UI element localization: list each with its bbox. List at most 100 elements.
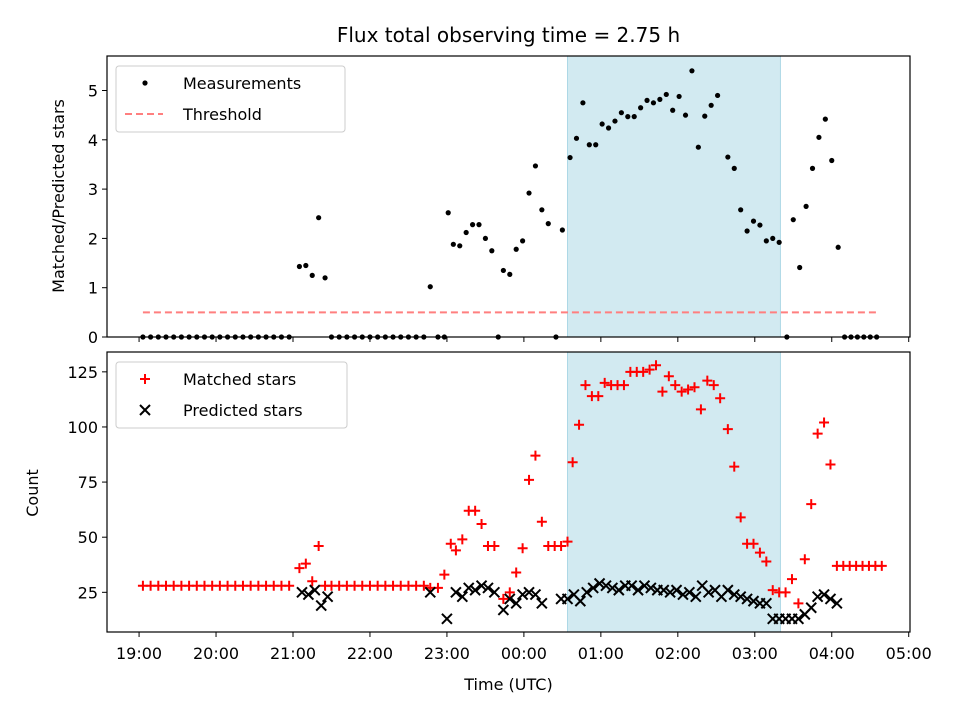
top-legend-box — [115, 65, 346, 133]
top-data-point — [507, 271, 513, 277]
bottom-data-point — [663, 371, 674, 382]
bottom-panel: 25 50 75 100 125 19:00 20:00 21:00 22:00 23:00 00:… — [67, 351, 932, 663]
top-data-point — [835, 244, 841, 250]
top-data-point — [445, 210, 451, 216]
bottom-series-2 — [296, 577, 843, 625]
bottom-data-point — [556, 541, 567, 552]
bottom-data-point — [600, 579, 612, 592]
top-data-point — [476, 222, 482, 228]
top-data-point — [545, 221, 551, 227]
top-data-point — [829, 157, 835, 164]
bottom-legend-box — [115, 361, 348, 429]
top-data-point — [822, 116, 828, 122]
top-data-point — [776, 239, 782, 245]
top-y-tick-label: 1 — [88, 279, 98, 298]
bottom-x-tick-label: 00:00 — [501, 644, 547, 663]
bottom-data-point — [812, 428, 823, 439]
top-y-tick-label: 0 — [88, 328, 98, 347]
top-data-point — [650, 100, 657, 106]
top-legend-swatch — [142, 80, 148, 86]
bottom-data-point — [805, 602, 817, 614]
bottom-data-point — [708, 380, 719, 391]
top-data-point — [663, 91, 669, 98]
top-data-point — [296, 263, 303, 270]
top-data-point — [593, 142, 599, 148]
bottom-data-point — [529, 588, 542, 601]
bottom-data-point — [581, 586, 593, 599]
bottom-data-point — [760, 597, 773, 610]
bottom-data-point — [683, 586, 696, 599]
bottom-data-point — [470, 505, 481, 516]
bottom-data-point — [683, 384, 694, 395]
bottom-data-point — [645, 582, 657, 594]
bottom-legend-swatch — [139, 404, 151, 416]
bottom-data-point — [321, 591, 334, 603]
bottom-data-point — [786, 574, 797, 585]
top-data-point — [644, 97, 650, 103]
bottom-data-point — [618, 380, 629, 391]
bottom-data-point — [587, 582, 599, 594]
bottom-data-point — [457, 534, 468, 545]
bottom-y-axis-label: Count — [23, 469, 42, 517]
top-data-point — [573, 135, 580, 141]
bottom-x-tick-label: 01:00 — [578, 644, 624, 663]
bottom-x-tick-label: 20:00 — [193, 644, 239, 663]
top-data-point — [670, 107, 676, 113]
bottom-data-point — [792, 613, 805, 625]
bottom-data-point — [439, 569, 450, 580]
top-data-point — [770, 235, 776, 242]
top-data-point — [513, 246, 519, 252]
bottom-data-point — [831, 597, 843, 610]
top-data-point — [625, 114, 631, 120]
bottom-data-point — [445, 538, 456, 549]
bottom-x-tick-label: 03:00 — [732, 644, 778, 663]
bottom-data-point — [450, 545, 461, 556]
bottom-data-point — [456, 591, 469, 603]
bottom-data-point — [530, 450, 541, 461]
top-data-point — [750, 218, 757, 224]
top-data-point — [612, 118, 618, 124]
bottom-data-point — [734, 591, 747, 603]
top-data-point — [631, 114, 637, 120]
bottom-data-point — [754, 547, 765, 558]
top-data-point — [457, 243, 463, 249]
bottom-data-point — [819, 417, 830, 428]
bottom-data-point — [670, 380, 681, 391]
bottom-data-point — [315, 599, 327, 612]
bottom-data-point — [729, 461, 740, 472]
top-data-point — [520, 238, 526, 244]
bottom-data-point — [824, 593, 837, 605]
top-data-point — [482, 235, 489, 242]
bottom-data-point — [450, 586, 462, 599]
top-data-point — [676, 93, 682, 100]
top-data-point — [725, 154, 731, 160]
bottom-data-point — [580, 380, 591, 391]
top-data-point — [309, 272, 315, 278]
top-y-tick-label: 4 — [88, 131, 98, 150]
top-data-point — [757, 222, 763, 228]
bottom-axes-frame — [106, 351, 911, 633]
top-data-point — [599, 121, 605, 127]
bottom-data-point — [657, 386, 668, 397]
bottom-data-point — [780, 587, 791, 598]
bottom-data-point — [748, 538, 759, 549]
bottom-data-point — [300, 558, 311, 569]
bottom-series-1 — [137, 360, 887, 609]
bottom-data-point — [574, 419, 585, 430]
bottom-legend-swatch — [140, 374, 150, 384]
bottom-data-point — [806, 499, 817, 510]
bottom-observing-window-shade — [567, 351, 781, 633]
top-y-axis-label: Matched/Predicted stars — [49, 99, 68, 293]
bottom-data-point — [799, 554, 810, 565]
bottom-data-point — [811, 591, 824, 603]
bottom-data-point — [517, 543, 528, 554]
top-data-point — [322, 275, 328, 281]
bottom-data-point — [632, 584, 644, 596]
top-data-point — [731, 165, 737, 171]
bottom-data-point — [516, 588, 529, 601]
bottom-y-tick-label: 100 — [67, 418, 98, 437]
bottom-data-point — [651, 360, 662, 371]
top-data-point — [500, 267, 506, 274]
bottom-data-point — [606, 582, 619, 594]
bottom-data-point — [644, 364, 655, 375]
